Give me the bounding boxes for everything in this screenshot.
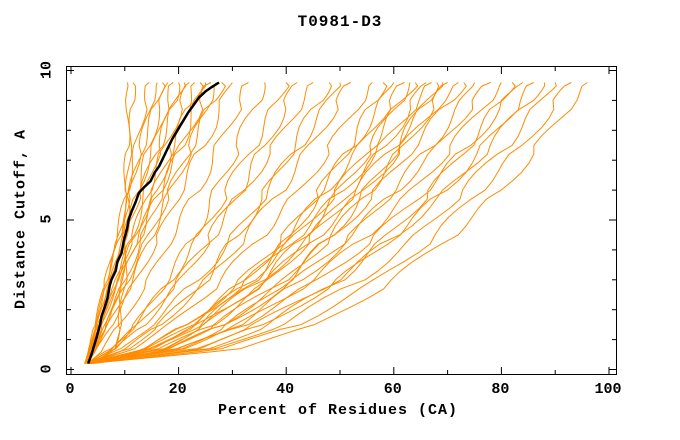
prediction-line-p32 [86, 82, 233, 364]
plot-area [66, 66, 617, 375]
chart-title: T0981-D3 [297, 13, 383, 31]
prediction-line-p30 [86, 82, 266, 364]
prediction-line-p34 [84, 82, 217, 364]
prediction-line-p08 [87, 82, 502, 364]
prediction-line-p07 [92, 82, 516, 364]
x-tick-label-100: 100 [594, 381, 622, 398]
x-tick-label-0: 0 [65, 381, 75, 398]
prediction-line-p24 [86, 82, 352, 364]
prediction-line-p13 [89, 82, 448, 364]
plot-svg [67, 67, 616, 374]
prediction-line-p27 [86, 82, 314, 364]
prediction-line-p29 [86, 82, 290, 364]
x-tick-label-80: 80 [491, 381, 510, 398]
prediction-line-p03 [92, 82, 557, 364]
prediction-line-p15 [84, 82, 440, 364]
prediction-line-p05 [89, 82, 534, 364]
prediction-line-p01 [89, 82, 588, 364]
prediction-line-p20 [92, 82, 405, 364]
prediction-line-p14 [86, 82, 444, 364]
prediction-line-p25 [89, 82, 341, 364]
prediction-line-p23 [86, 82, 373, 364]
prediction-line-p48 [89, 82, 137, 364]
prediction-line-p31 [86, 82, 249, 364]
prediction-line-p18 [86, 82, 419, 364]
y-tick-label-0: 0 [38, 363, 56, 374]
prediction-line-p02 [87, 82, 572, 364]
x-tick-label-40: 40 [276, 381, 295, 398]
prediction-line-p06 [87, 82, 524, 364]
x-tick-label-20: 20 [168, 381, 187, 398]
prediction-line-p04 [87, 82, 545, 364]
x-axis-title: Percent of Residues (CA) [217, 402, 459, 419]
prediction-line-p45 [86, 82, 158, 364]
prediction-line-p47 [86, 82, 131, 364]
prediction-line-p21 [86, 82, 395, 364]
prediction-line-p33 [86, 82, 226, 364]
y-tick-label-5: 5 [38, 214, 56, 224]
x-tick-label-60: 60 [383, 381, 402, 398]
highlighted-model-line [87, 81, 220, 364]
prediction-line-p44 [86, 82, 166, 364]
prediction-line-p10 [87, 82, 475, 364]
prediction-line-p46 [84, 82, 150, 364]
y-axis-title: Distance Cutoff, A [12, 128, 30, 310]
prediction-line-p35 [86, 82, 212, 364]
prediction-line-p26 [86, 82, 332, 364]
prediction-line-p22 [89, 82, 388, 364]
y-tick-label-10: 10 [38, 60, 56, 79]
